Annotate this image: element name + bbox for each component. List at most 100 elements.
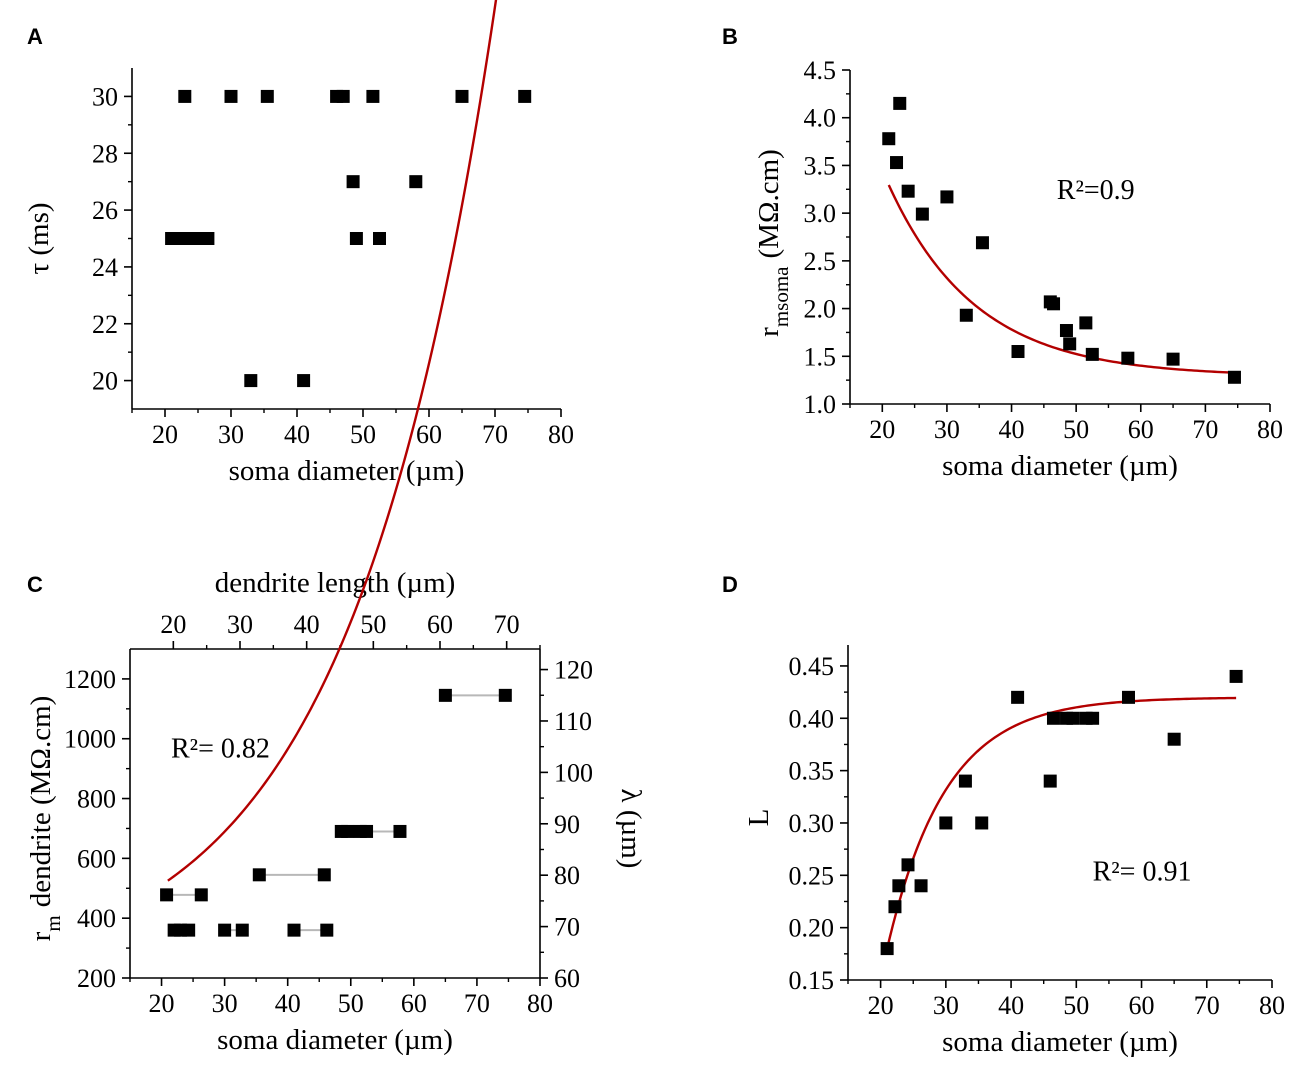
data-point xyxy=(1063,337,1077,351)
y2-tick-label: 100 xyxy=(554,758,593,787)
y-axis-title-main: r xyxy=(25,931,57,941)
data-point xyxy=(360,824,374,838)
data-point xyxy=(393,824,407,838)
x-tick-label: 70 xyxy=(1192,415,1218,444)
data-point xyxy=(235,923,249,937)
y-tick-label: 2.5 xyxy=(804,247,837,276)
y-tick-label: 20 xyxy=(92,367,118,396)
y-tick-label: 4.0 xyxy=(804,104,837,133)
x-tick-label: 40 xyxy=(999,415,1025,444)
y-tick-label: 0.20 xyxy=(789,914,835,943)
x-tick-label: 60 xyxy=(1128,415,1154,444)
data-point xyxy=(341,824,355,838)
data-point xyxy=(317,868,331,882)
y-tick-label: 0.30 xyxy=(789,809,835,838)
data-point xyxy=(373,232,386,245)
data-point xyxy=(901,858,915,872)
x2-tick-label: 20 xyxy=(160,610,186,639)
y-tick-label: 30 xyxy=(92,82,118,111)
panel-d-letter: D xyxy=(722,572,738,597)
y-axis-title: L xyxy=(743,809,775,827)
y-tick-label: 0.15 xyxy=(789,966,835,995)
y-axis-title-sub: m xyxy=(41,915,65,931)
x-tick-label: 30 xyxy=(934,415,960,444)
y2-tick-label: 80 xyxy=(554,861,580,890)
data-point xyxy=(959,308,973,322)
y-tick-label: 4.5 xyxy=(804,56,837,85)
x-axis-title: soma diameter (µm) xyxy=(942,1026,1178,1058)
data-point xyxy=(1043,774,1057,788)
data-point xyxy=(1011,690,1025,704)
y2-tick-label: 120 xyxy=(554,656,593,685)
data-point xyxy=(182,923,196,937)
x-tick-label: 70 xyxy=(464,989,490,1018)
y-tick-label: 24 xyxy=(92,253,118,282)
x-tick-label: 70 xyxy=(482,420,508,449)
x-tick-label: 20 xyxy=(868,991,894,1020)
x-tick-label: 60 xyxy=(1129,991,1155,1020)
y-axis-title: rm dendrite (MΩ.cm) xyxy=(25,696,65,942)
y-tick-label: 2.0 xyxy=(804,295,837,324)
y-tick-label: 1200 xyxy=(64,665,116,694)
y-axis-title: τ (ms) xyxy=(23,202,55,274)
y-tick-label: 28 xyxy=(92,139,118,168)
data-point xyxy=(1046,711,1060,725)
data-point xyxy=(893,96,907,110)
data-point xyxy=(191,232,205,245)
data-point xyxy=(975,236,989,250)
y2-tick-label: 60 xyxy=(554,964,580,993)
x-tick-label: 70 xyxy=(1194,991,1220,1020)
x-tick-label: 50 xyxy=(338,989,364,1018)
panel-c-chart: 20 30 40 50 60 70 80 200 400 600 800 1000 1200 soma d… xyxy=(25,0,647,1056)
y2-tick-label: 90 xyxy=(554,810,580,839)
data-point xyxy=(939,816,953,830)
y-axis-title-unit: (MΩ.cm) xyxy=(753,149,785,258)
data-point xyxy=(297,374,311,388)
x-tick-label: 40 xyxy=(275,989,301,1018)
data-point xyxy=(438,688,452,702)
y-tick-label: 1.5 xyxy=(804,342,837,371)
data-point xyxy=(224,89,238,103)
y-tick-label: 600 xyxy=(77,844,116,873)
data-point xyxy=(346,175,360,189)
x-tick-label: 30 xyxy=(933,991,959,1020)
data-point xyxy=(160,888,174,902)
r-squared-annotation: R²= 0.82 xyxy=(171,734,270,765)
x-axis-title: soma diameter (µm) xyxy=(229,455,465,487)
x-tick-label: 20 xyxy=(869,415,895,444)
data-point xyxy=(1229,669,1243,683)
x-tick-label: 30 xyxy=(218,420,244,449)
data-point xyxy=(1086,711,1100,725)
x-tick-label: 40 xyxy=(998,991,1024,1020)
data-point xyxy=(1227,370,1241,384)
y-axis-title-sub: msoma xyxy=(769,266,793,327)
r-squared-annotation: R²= 0.91 xyxy=(1093,857,1192,888)
panel-b-chart: 20 30 40 50 60 70 80 1.0 1.5 2.0 2.5 3.0 3.5 4.0 4.5 so… xyxy=(753,56,1283,482)
data-point xyxy=(201,232,215,245)
y-axis-title: rmsoma (MΩ.cm) xyxy=(753,149,793,337)
x-tick-label: 80 xyxy=(548,420,574,449)
data-point xyxy=(1066,711,1080,725)
y-tick-label: 0.35 xyxy=(789,757,835,786)
x-tick-label: 80 xyxy=(1257,415,1283,444)
y-tick-label: 0.45 xyxy=(789,652,835,681)
data-point xyxy=(975,816,989,830)
data-point xyxy=(260,89,274,103)
data-point xyxy=(1085,347,1099,361)
data-point xyxy=(880,942,894,956)
x-tick-label: 60 xyxy=(401,989,427,1018)
data-point xyxy=(498,688,512,702)
y-tick-label: 200 xyxy=(77,964,116,993)
panel-a-chart: 20 30 40 50 60 70 80 20 22 24 26 28 30 soma diameter … xyxy=(23,68,574,487)
x-tick-label: 60 xyxy=(416,420,442,449)
x-axis-title: soma diameter (µm) xyxy=(942,450,1178,482)
x-tick-label: 30 xyxy=(212,989,238,1018)
data-point xyxy=(1121,351,1135,365)
panel-b-letter: B xyxy=(722,24,738,49)
data-point xyxy=(287,923,301,937)
y-axis-title-main: r xyxy=(753,327,785,337)
data-point xyxy=(349,232,363,245)
x-tick-label: 50 xyxy=(1063,415,1089,444)
y-tick-label: 0.25 xyxy=(789,861,835,890)
data-point xyxy=(915,207,929,221)
